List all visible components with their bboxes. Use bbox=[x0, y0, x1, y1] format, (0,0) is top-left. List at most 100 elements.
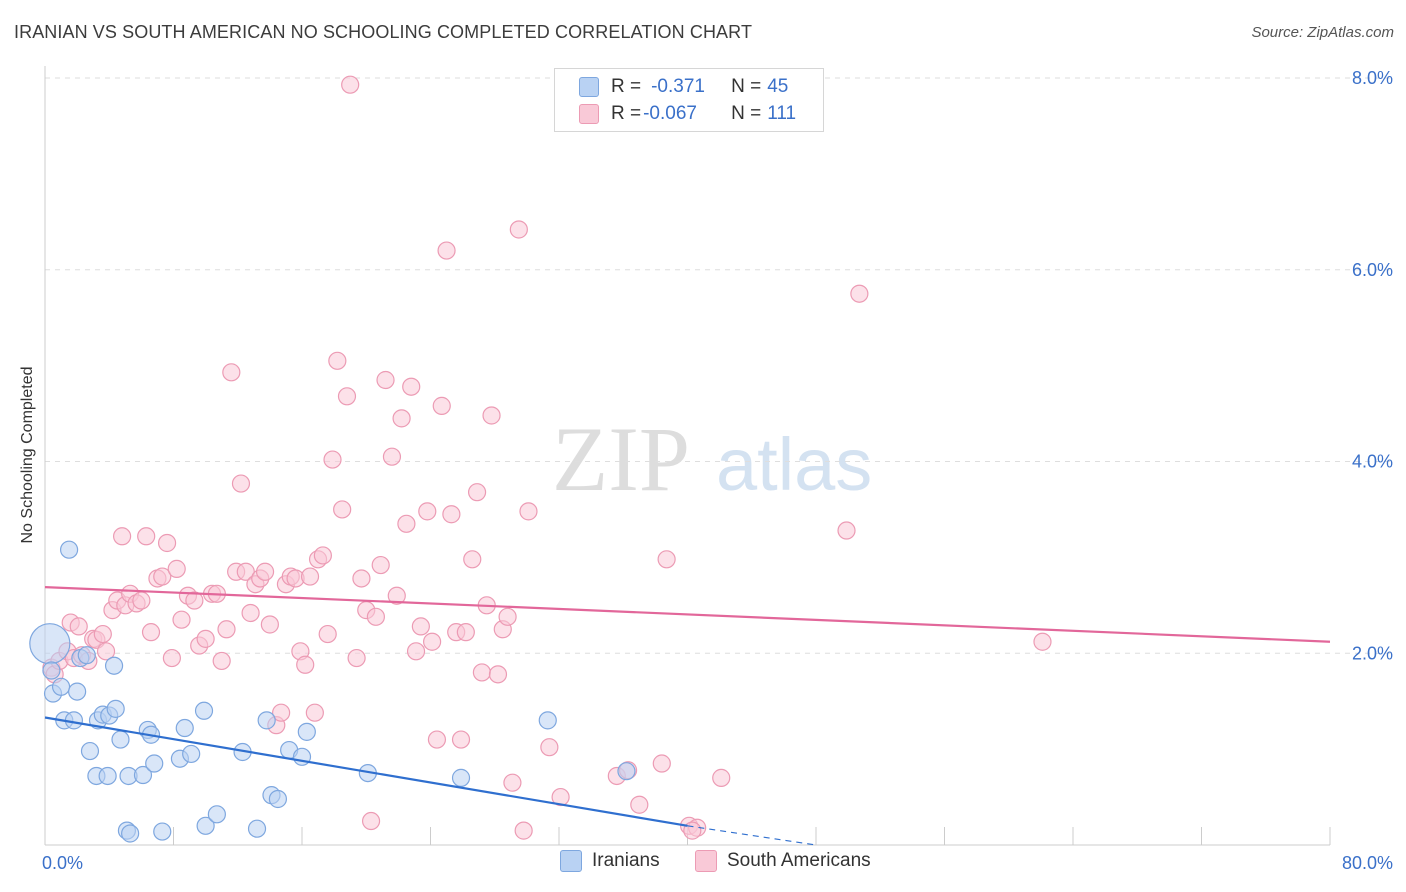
south-americans-point bbox=[652, 754, 671, 773]
iranians-point bbox=[153, 822, 172, 841]
south-americans-point bbox=[387, 586, 406, 605]
south-americans-point bbox=[418, 502, 437, 521]
south-americans-point bbox=[397, 514, 416, 533]
south-americans-point bbox=[132, 591, 151, 610]
south-americans-point bbox=[112, 527, 132, 546]
south-americans-point bbox=[402, 377, 421, 396]
iranians-point bbox=[182, 744, 201, 764]
south-americans-point bbox=[305, 703, 324, 722]
south-americans-point bbox=[69, 617, 88, 636]
legend-label-south-americans: South Americans bbox=[727, 850, 871, 871]
south-americans-point bbox=[382, 447, 402, 466]
south-americans-trend-line bbox=[44, 585, 1331, 643]
iranians-points bbox=[29, 540, 636, 843]
south-americans-point bbox=[96, 642, 116, 661]
south-americans-point bbox=[172, 610, 191, 629]
south-americans-point bbox=[137, 527, 156, 546]
south-americans-point bbox=[196, 629, 215, 648]
r-label: R = bbox=[611, 76, 642, 97]
south-americans-point bbox=[241, 603, 260, 623]
iranians-point bbox=[104, 656, 124, 675]
watermark-zip: ZIP bbox=[552, 408, 690, 510]
watermark-atlas: atlas bbox=[716, 423, 872, 506]
south-americans-point bbox=[371, 555, 390, 575]
south-americans-point bbox=[141, 623, 161, 642]
iranians-point bbox=[175, 718, 194, 738]
iranians-point bbox=[111, 730, 130, 749]
watermark: ZIP atlas bbox=[552, 408, 872, 510]
south-americans-point bbox=[498, 607, 517, 626]
y-tick-label: 4.0% bbox=[1352, 452, 1393, 472]
south-americans-point bbox=[482, 406, 501, 425]
y-tick-label: 6.0% bbox=[1352, 260, 1393, 280]
correlation-legend: R = -0.371 N = 45 R = -0.067 N = 111 bbox=[554, 68, 824, 132]
n-value: 45 bbox=[767, 76, 789, 97]
r-label: R = bbox=[611, 103, 642, 124]
iranians-point bbox=[297, 722, 316, 741]
legend-row-south-americans: R = -0.067 N = 111 bbox=[579, 102, 796, 126]
south-americans-point bbox=[347, 648, 366, 668]
iranians-point bbox=[77, 646, 96, 665]
legend-row-iranians: R = -0.371 N = 45 bbox=[579, 75, 788, 99]
iranians-point bbox=[451, 768, 471, 787]
south-americans-point bbox=[272, 703, 291, 722]
south-americans-point bbox=[657, 550, 676, 569]
iranians-point bbox=[59, 540, 79, 559]
south-americans-point bbox=[328, 351, 347, 370]
tick-labels: 2.0% 4.0% 6.0% 8.0% 0.0% 80.0% bbox=[42, 68, 1393, 873]
legend-label-iranians: Iranians bbox=[592, 850, 660, 871]
source-label: Source: ZipAtlas.com bbox=[1251, 24, 1394, 41]
south-americans-point bbox=[376, 370, 395, 390]
south-americans-point bbox=[540, 738, 559, 757]
iranians-point bbox=[194, 701, 214, 720]
south-americans-point bbox=[341, 75, 360, 94]
south-americans-point bbox=[167, 559, 186, 578]
south-americans-point bbox=[406, 642, 426, 661]
n-value: 111 bbox=[767, 103, 797, 124]
iranians-trend-extension bbox=[687, 825, 817, 846]
south-americans-point bbox=[503, 773, 522, 792]
south-americans-point bbox=[392, 409, 411, 428]
south-americans-point bbox=[318, 624, 337, 644]
south-americans-point bbox=[361, 811, 381, 831]
iranians-point bbox=[247, 819, 267, 838]
y-tick-label: 8.0% bbox=[1352, 68, 1393, 88]
south-americans-point bbox=[463, 550, 482, 569]
south-americans-point bbox=[333, 500, 352, 519]
south-americans-point bbox=[185, 591, 204, 610]
south-americans-point bbox=[472, 663, 491, 682]
south-americans-point bbox=[712, 768, 731, 787]
iranians-point bbox=[207, 805, 226, 824]
iranians-point bbox=[106, 699, 125, 718]
south-americans-point bbox=[323, 450, 342, 469]
legend-item-south-americans[interactable]: South Americans bbox=[695, 850, 871, 872]
south-americans-point bbox=[837, 521, 856, 540]
iranians-trend-line bbox=[44, 716, 688, 827]
legend-item-iranians[interactable]: Iranians bbox=[560, 850, 660, 872]
iranians-point bbox=[121, 824, 140, 843]
south-americans-point bbox=[222, 363, 241, 382]
south-americans-point bbox=[423, 632, 442, 651]
south-americans-point bbox=[519, 502, 538, 521]
y-tick-label: 2.0% bbox=[1352, 643, 1393, 663]
r-value: -0.067 bbox=[643, 103, 697, 124]
iranians-point bbox=[98, 766, 117, 786]
iranians-point bbox=[51, 677, 71, 696]
iranians-point bbox=[133, 765, 153, 785]
axes bbox=[44, 66, 1331, 846]
iranians-point bbox=[68, 682, 87, 701]
iranians-point bbox=[268, 789, 288, 809]
iranians-swatch bbox=[579, 77, 599, 97]
iranians-point bbox=[29, 623, 71, 665]
iranians-point bbox=[80, 741, 100, 761]
south-americans-point bbox=[432, 396, 451, 415]
iranians-swatch bbox=[560, 850, 582, 872]
iranians-point bbox=[538, 711, 557, 730]
south-americans-point bbox=[411, 617, 430, 636]
south-americans-point bbox=[427, 730, 447, 749]
r-value: -0.371 bbox=[651, 76, 705, 97]
south-americans-point bbox=[456, 623, 475, 642]
south-americans-point bbox=[488, 665, 508, 684]
south-americans-point bbox=[509, 220, 528, 239]
south-americans-point bbox=[551, 787, 570, 807]
